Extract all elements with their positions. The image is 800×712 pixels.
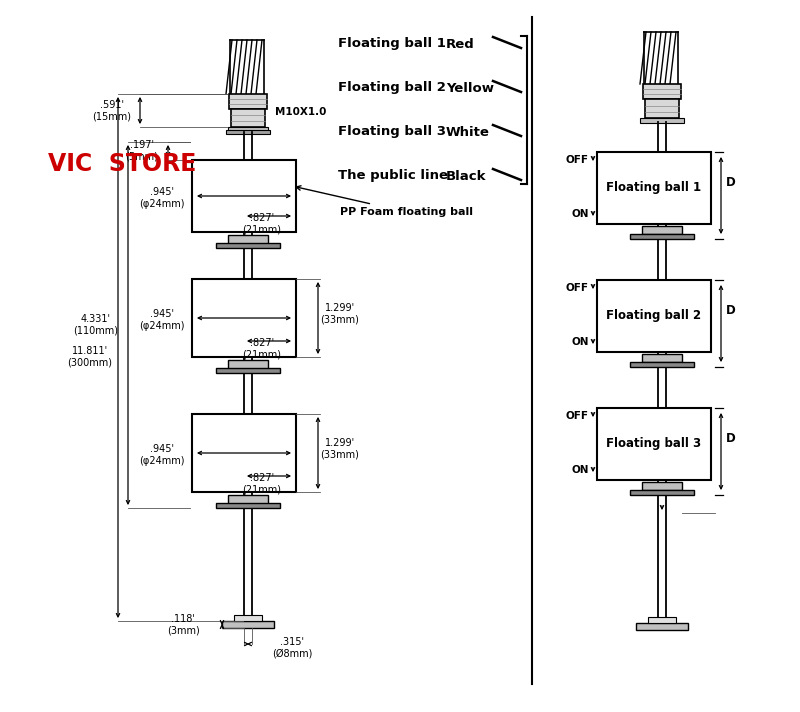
Text: D: D	[726, 176, 736, 189]
Bar	[229, 94, 267, 109]
Text: Black: Black	[446, 169, 486, 182]
Text: ON: ON	[571, 337, 589, 347]
Bar	[234, 615, 262, 621]
Text: VIC  STORE: VIC STORE	[48, 152, 196, 176]
Bar	[636, 623, 688, 630]
Bar	[630, 490, 694, 495]
Text: Floating ball 1: Floating ball 1	[606, 182, 702, 194]
Text: .197'
(5mm): .197' (5mm)	[126, 140, 158, 162]
Bar	[643, 84, 681, 99]
Text: PP Foam floating ball: PP Foam floating ball	[296, 186, 473, 217]
Text: .827'
(21mm): .827' (21mm)	[242, 473, 282, 495]
Bar	[192, 414, 296, 492]
Text: .591'
(15mm): .591' (15mm)	[93, 100, 131, 122]
Text: Red: Red	[446, 38, 474, 51]
Text: D: D	[726, 304, 736, 317]
Text: D: D	[726, 432, 736, 445]
Text: .827'
(21mm): .827' (21mm)	[242, 213, 282, 235]
Bar	[648, 617, 676, 623]
Text: .827'
(21mm): .827' (21mm)	[242, 338, 282, 360]
Text: 4.331'
(110mm): 4.331' (110mm)	[74, 314, 118, 336]
Bar	[640, 118, 684, 123]
Text: Floating ball 2: Floating ball 2	[338, 81, 446, 95]
Text: 1.299'
(33mm): 1.299' (33mm)	[321, 438, 359, 460]
Text: Floating ball 3: Floating ball 3	[606, 437, 702, 451]
Text: .945'
(φ24mm): .945' (φ24mm)	[139, 309, 185, 331]
Bar	[222, 621, 274, 628]
Bar	[597, 408, 711, 480]
Text: Floating ball 2: Floating ball 2	[606, 310, 702, 323]
Bar	[228, 127, 268, 132]
Text: Floating ball 1: Floating ball 1	[338, 38, 446, 51]
Text: M10X1.0: M10X1.0	[275, 107, 326, 117]
Bar	[228, 360, 268, 369]
Bar	[597, 152, 711, 224]
Bar	[642, 354, 682, 362]
Text: 11.811'
(300mm): 11.811' (300mm)	[67, 346, 113, 368]
Text: .945'
(φ24mm): .945' (φ24mm)	[139, 444, 185, 466]
Bar	[192, 160, 296, 232]
Bar	[216, 368, 280, 373]
Text: OFF: OFF	[566, 283, 589, 293]
Text: OFF: OFF	[566, 411, 589, 421]
Bar	[216, 503, 280, 508]
Text: The public line: The public line	[338, 169, 448, 182]
Text: .315'
(Ø8mm): .315' (Ø8mm)	[272, 637, 312, 659]
Text: OFF: OFF	[566, 155, 589, 165]
Bar	[228, 495, 268, 504]
Bar	[231, 109, 265, 127]
Text: Yellow: Yellow	[446, 81, 494, 95]
Bar	[192, 279, 296, 357]
Text: .118'
(3mm): .118' (3mm)	[166, 614, 199, 636]
Bar	[216, 243, 280, 248]
Text: Floating ball 3: Floating ball 3	[338, 125, 446, 139]
Text: White: White	[446, 125, 490, 139]
Text: 1.299'
(33mm): 1.299' (33mm)	[321, 303, 359, 325]
Bar	[597, 280, 711, 352]
Bar	[642, 482, 682, 490]
Bar	[228, 235, 268, 244]
Text: ON: ON	[571, 465, 589, 475]
Bar	[630, 362, 694, 367]
Bar	[642, 226, 682, 234]
Text: ON: ON	[571, 209, 589, 219]
Bar	[226, 130, 270, 134]
Bar	[630, 234, 694, 239]
Bar	[645, 99, 679, 118]
Text: .945'
(φ24mm): .945' (φ24mm)	[139, 187, 185, 209]
